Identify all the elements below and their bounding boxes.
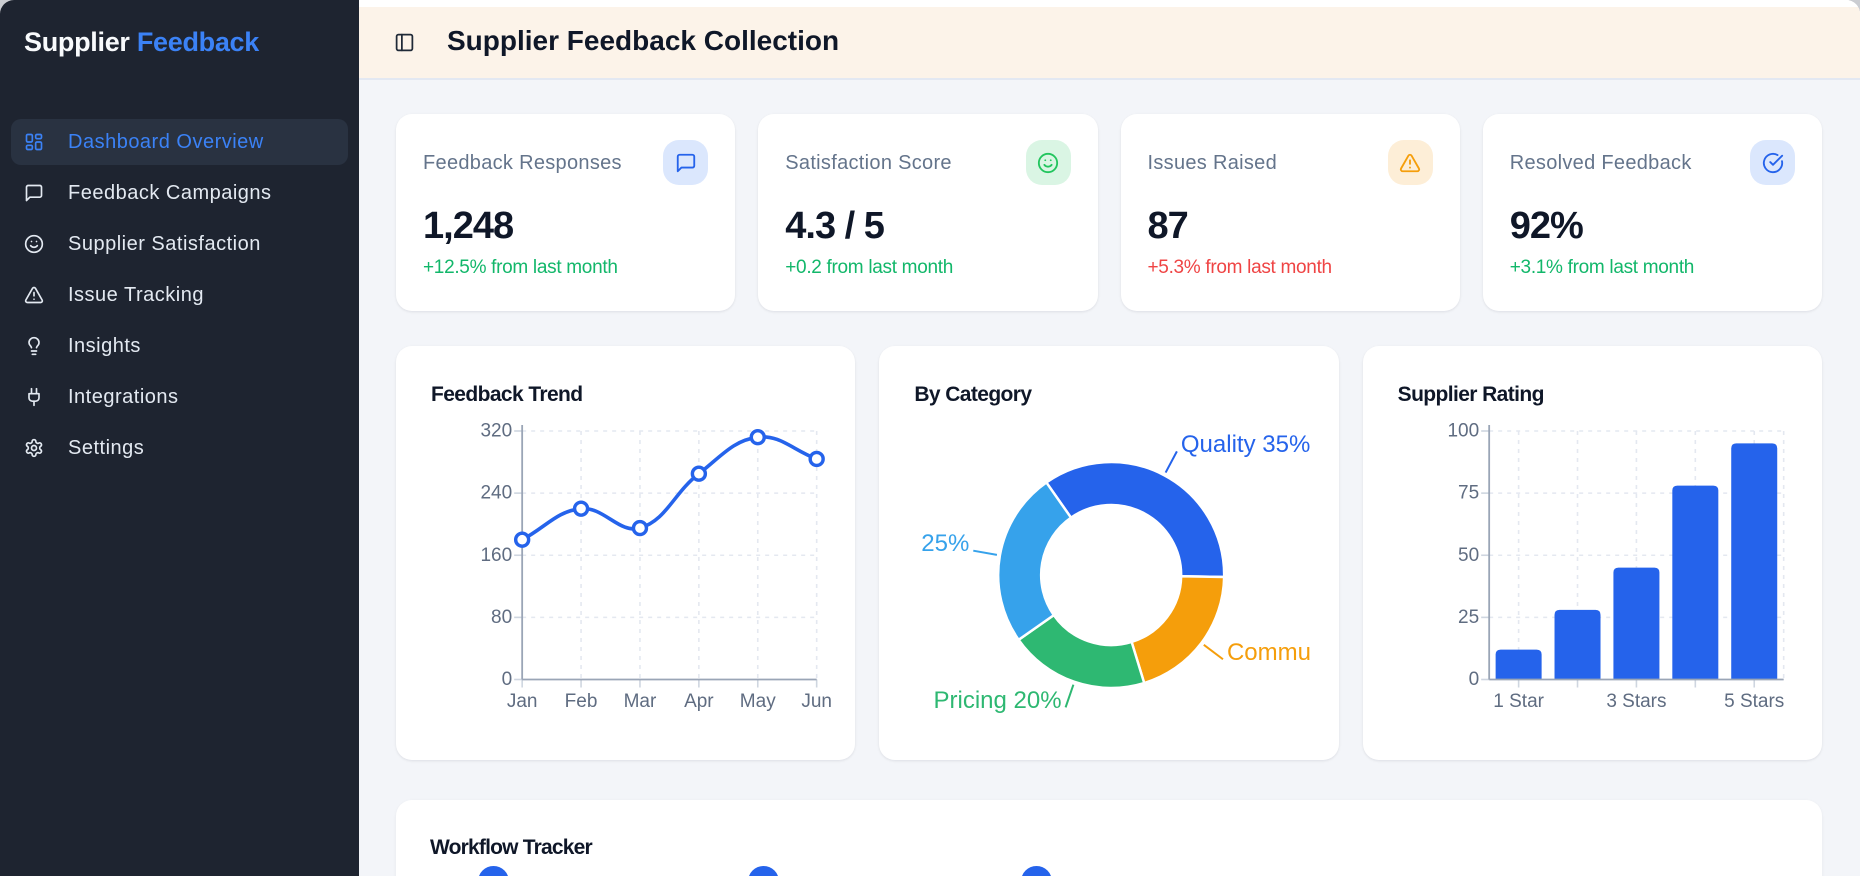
stat-card-feedback-responses: Feedback Responses 1,248 +12.5% from las… xyxy=(396,114,736,311)
svg-text:0: 0 xyxy=(502,669,513,690)
sidebar-item-dashboard-overview[interactable]: Dashboard Overview xyxy=(11,119,348,165)
logo-text-feedback: Feedback xyxy=(136,27,259,57)
sidebar-item-issue-tracking[interactable]: Issue Tracking xyxy=(11,272,348,318)
stat-card-value: 87 xyxy=(1147,205,1189,247)
charts-row: 0 80 160 240 320 Jan Feb Mar Apr May Jun Feedback … xyxy=(396,346,1822,760)
svg-text:Quality 35%: Quality 35% xyxy=(1181,431,1310,458)
dashboard-content: Feedback Responses 1,248 +12.5% from las… xyxy=(359,80,1860,876)
app-logo: Supplier Feedback xyxy=(0,0,359,58)
stat-card-satisfaction-score: Satisfaction Score 4.3 / 5 +0.2 from las… xyxy=(758,114,1098,311)
svg-text:25: 25 xyxy=(1458,607,1479,628)
sidebar-item-integrations[interactable]: Integrations xyxy=(11,374,348,420)
sidebar-item-supplier-satisfaction[interactable]: Supplier Satisfaction xyxy=(11,221,348,267)
feedback-trend-card: 0 80 160 240 320 Jan Feb Mar Apr May Jun Feedback … xyxy=(396,346,856,760)
page-title: Supplier Feedback Collection xyxy=(447,24,840,56)
plug-icon xyxy=(28,387,40,407)
svg-text:Jan: Jan xyxy=(507,691,538,712)
svg-text:Pricing 20%: Pricing 20% xyxy=(934,687,1062,714)
lightbulb-icon xyxy=(28,336,40,356)
svg-text:50: 50 xyxy=(1458,545,1479,566)
stat-icon-badge xyxy=(1387,140,1433,185)
stat-card-label: Issues Raised xyxy=(1147,152,1278,174)
sidebar-item-label: Settings xyxy=(68,436,145,459)
panel-left-icon[interactable] xyxy=(394,32,415,53)
supplier-rating-card: 0 25 50 75 100 1 Star 3 Stars 5 Stars Supplier … xyxy=(1362,346,1822,760)
stat-card-value: 92% xyxy=(1509,205,1584,247)
svg-text:3 Stars: 3 Stars xyxy=(1606,691,1666,712)
svg-text:5 Stars: 5 Stars xyxy=(1724,691,1784,712)
check-circle-icon xyxy=(1762,152,1783,173)
svg-text:Mar: Mar xyxy=(624,691,657,712)
sidebar-item-label: Dashboard Overview xyxy=(68,130,264,153)
stat-card-issues-raised: Issues Raised 87 +5.3% from last month xyxy=(1120,114,1460,311)
stat-card-label: Satisfaction Score xyxy=(785,152,952,174)
alert-triangle-icon xyxy=(1400,153,1421,172)
chart-title: By Category xyxy=(914,383,1032,406)
stat-card-resolved-feedback: Resolved Feedback 92% +3.1% from last mo… xyxy=(1482,114,1822,311)
supplier-rating-bar-chart: 0 25 50 75 100 1 Star 3 Stars 5 Stars xyxy=(1447,421,1785,712)
layout-dashboard-icon xyxy=(25,133,43,151)
svg-text:May: May xyxy=(740,691,776,712)
stat-card-label: Resolved Feedback xyxy=(1509,152,1692,174)
stat-cards-row: Feedback Responses 1,248 +12.5% from las… xyxy=(396,114,1822,311)
stat-card-delta: +0.2 from last month xyxy=(785,257,953,278)
sidebar-item-insights[interactable]: Insights xyxy=(11,323,348,369)
sidebar-item-feedback-campaigns[interactable]: Feedback Campaigns xyxy=(11,170,348,216)
stat-card-delta: +12.5% from last month xyxy=(423,257,618,278)
workflow-step-circle xyxy=(748,866,779,876)
stat-card-delta: +5.3% from last month xyxy=(1147,257,1333,278)
workflow-step-circle xyxy=(1020,866,1052,876)
svg-text:Jun: Jun xyxy=(801,691,832,712)
sidebar-item-label: Insights xyxy=(68,334,141,357)
chart-title: Feedback Trend xyxy=(431,383,583,406)
sidebar-item-label: Supplier Satisfaction xyxy=(68,232,261,255)
sidebar: Supplier Feedback Dashboard Overview Fee… xyxy=(0,0,359,876)
workflow-tracker-card: Workflow Tracker xyxy=(396,800,1822,876)
svg-text:0: 0 xyxy=(1468,669,1479,690)
chart-title: Supplier Rating xyxy=(1397,383,1545,406)
sidebar-item-label: Integrations xyxy=(68,385,179,408)
by-category-donut-chart: Quality 35% Commu Pricing 20% 25% xyxy=(922,431,1312,714)
stat-icon-badge xyxy=(1025,140,1071,185)
svg-text:100: 100 xyxy=(1447,421,1479,442)
workflow-steps xyxy=(396,800,1822,876)
smile-icon xyxy=(1037,152,1059,173)
stat-card-value: 1,248 xyxy=(423,205,514,247)
feedback-trend-line-chart: 0 80 160 240 320 Jan Feb Mar Apr May Jun xyxy=(480,421,832,713)
svg-text:Feb: Feb xyxy=(565,691,598,712)
svg-text:25%: 25% xyxy=(922,530,970,557)
message-square-icon xyxy=(25,184,43,202)
stat-icon-badge xyxy=(1750,140,1795,185)
svg-text:160: 160 xyxy=(480,545,512,566)
svg-text:80: 80 xyxy=(491,607,512,628)
svg-text:320: 320 xyxy=(480,421,512,442)
stat-card-label: Feedback Responses xyxy=(423,152,622,174)
workflow-tracker-title: Workflow Tracker xyxy=(430,836,593,859)
svg-text:Commu: Commu xyxy=(1227,639,1311,666)
stat-icon-badge xyxy=(663,140,709,185)
main-area: Supplier Feedback Collection Feedback Re… xyxy=(359,0,1860,876)
sidebar-item-label: Feedback Campaigns xyxy=(68,181,272,204)
logo-text-supplier: Supplier xyxy=(24,27,130,57)
svg-text:240: 240 xyxy=(480,483,512,504)
top-strip xyxy=(359,0,1860,7)
workflow-step-circle xyxy=(477,866,509,876)
gear-icon xyxy=(25,438,43,458)
sidebar-item-label: Issue Tracking xyxy=(68,283,204,306)
message-square-icon xyxy=(676,153,695,172)
sidebar-nav: Dashboard Overview Feedback Campaigns Su… xyxy=(0,119,359,471)
svg-text:Apr: Apr xyxy=(684,691,714,712)
smile-icon xyxy=(24,234,44,254)
stat-card-delta: +3.1% from last month xyxy=(1509,257,1695,278)
stat-card-value: 4.3 / 5 xyxy=(785,205,885,247)
page-header: Supplier Feedback Collection xyxy=(359,7,1860,80)
alert-triangle-icon xyxy=(24,286,44,304)
by-category-card: Quality 35% Commu Pricing 20% 25% By Catego… xyxy=(879,346,1339,760)
svg-text:1 Star: 1 Star xyxy=(1493,691,1544,712)
svg-text:75: 75 xyxy=(1458,483,1479,504)
sidebar-item-settings[interactable]: Settings xyxy=(11,425,348,471)
